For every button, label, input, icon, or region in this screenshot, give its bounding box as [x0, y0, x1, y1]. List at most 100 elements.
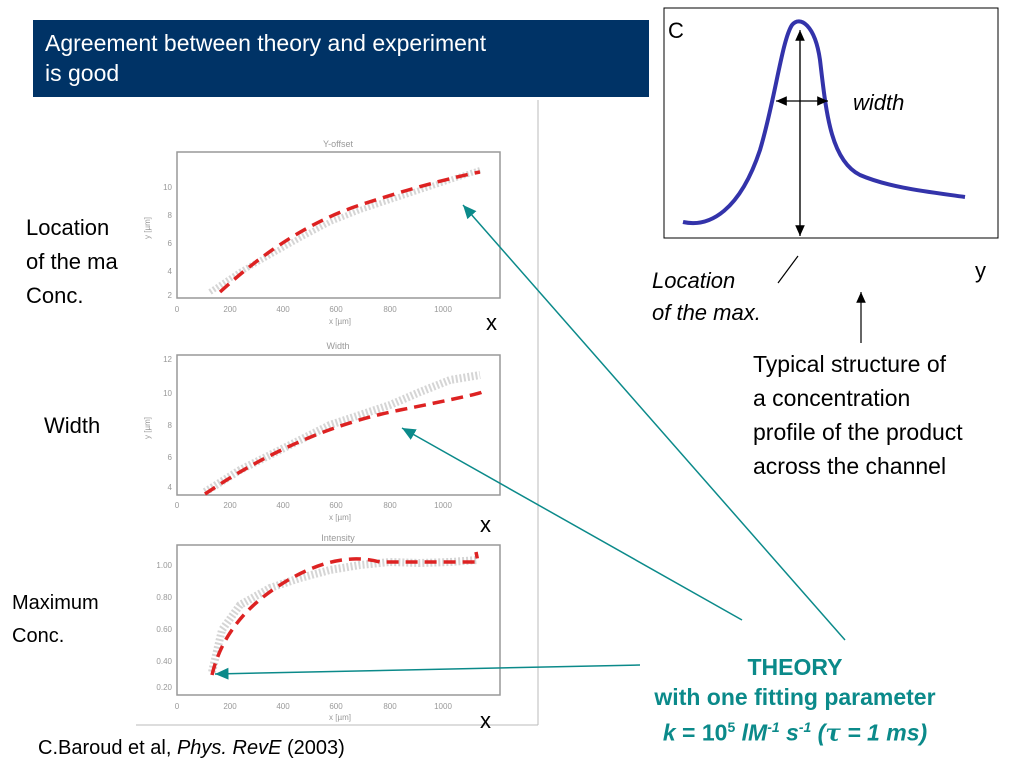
formula-unit-l: lM	[735, 719, 768, 746]
plot-location-xlabel: x [µm]	[329, 317, 351, 326]
plot-intensity-theory-curve	[210, 551, 481, 676]
tick: 8	[168, 211, 173, 220]
location-of-max-line1: Location	[652, 268, 736, 293]
profile-diagram: C width	[663, 7, 999, 239]
plot-width-theory-curve	[204, 390, 484, 496]
tick: 0.40	[156, 657, 172, 666]
x-axis-label-2: x	[480, 512, 491, 537]
plot-intensity-xlabel: x [µm]	[329, 713, 351, 722]
tick: 1000	[434, 305, 452, 314]
plot-width-yticks: 12 10 8 6 4	[163, 355, 172, 492]
tick: 4	[168, 483, 173, 492]
tick: 0.80	[156, 593, 172, 602]
tick: 1000	[434, 501, 452, 510]
formula-exp5: 5	[727, 719, 736, 735]
x-axis-label-3: x	[480, 708, 491, 733]
plot-width-xticks: 0 200 400 600 800 1000	[175, 501, 453, 510]
tick: 10	[163, 183, 172, 192]
citation-year: (2003)	[281, 737, 345, 759]
citation-authors: C.Baroud et al,	[38, 737, 177, 759]
tick: 6	[168, 453, 173, 462]
formula-unit-s: s	[779, 719, 799, 746]
location-pointer-line	[777, 255, 799, 284]
formula-eq: = 10	[675, 719, 728, 746]
tick: 600	[329, 305, 343, 314]
tick: 200	[223, 305, 237, 314]
typical-line1: Typical structure of	[753, 351, 947, 377]
tick: 800	[383, 702, 397, 711]
profile-c-axis-label: C	[668, 18, 684, 43]
location-label-line1: Location	[26, 215, 110, 240]
slide-title-line1: Agreement between theory and experiment	[45, 30, 487, 56]
tick: 0.60	[156, 625, 172, 634]
plot-intensity-xticks: 0 200 400 600 800 1000	[175, 702, 453, 711]
plot-intensity-data	[208, 556, 479, 673]
formula-exp-neg1a: -1	[767, 719, 780, 735]
tick: 4	[168, 267, 173, 276]
plot-width-ylabel: y [µm]	[143, 417, 152, 439]
citation-journal: Phys. RevE	[176, 737, 282, 759]
theory-subtitle: with one fitting parameter	[654, 684, 936, 710]
tick: 0	[175, 305, 180, 314]
plot-location-yticks: 10 8 6 4 2	[163, 183, 172, 300]
plot-width-frame	[176, 354, 501, 496]
plot-intensity: Intensity 0 200 400 600 800 1000 1.00 0.…	[156, 533, 501, 722]
tick: 2	[168, 291, 173, 300]
formula-paren: (	[811, 719, 826, 746]
tick: 200	[223, 702, 237, 711]
plot-intensity-yticks: 1.00 0.80 0.60 0.40 0.20	[156, 561, 172, 692]
tick: 600	[329, 702, 343, 711]
plot-location-title: Y-offset	[323, 139, 354, 149]
arrow-to-intensity	[214, 664, 641, 680]
tick: 400	[276, 501, 290, 510]
arrow-to-width	[401, 427, 743, 621]
plot-location-xticks: 0 200 400 600 800 1000	[175, 305, 453, 314]
plot-width-xlabel: x [µm]	[329, 513, 351, 522]
plot-location-theory-curve	[218, 170, 481, 294]
profile-curve	[682, 19, 966, 225]
location-of-max-line2: of the max.	[652, 300, 761, 325]
typical-line4: across the channel	[753, 453, 947, 479]
tick: 12	[163, 355, 172, 364]
plot-width-data	[202, 371, 481, 496]
tick: 0	[175, 702, 180, 711]
tick: 400	[276, 702, 290, 711]
plot-location-data	[208, 167, 481, 295]
tick: 0.20	[156, 683, 172, 692]
location-label-line2: of the ma	[26, 249, 118, 274]
tick: 600	[329, 501, 343, 510]
maximum-conc-line2: Conc.	[12, 625, 65, 647]
location-of-max-label: Location of the max.	[652, 265, 761, 329]
tick: 1000	[434, 702, 452, 711]
x-axis-label-1: x	[486, 310, 497, 335]
location-label-line3: Conc.	[26, 283, 84, 308]
profile-y-axis-label: y	[975, 258, 986, 283]
tick: 800	[383, 305, 397, 314]
formula-tail: = 1 ms)	[840, 719, 928, 746]
maximum-conc-line1: Maximum	[12, 592, 99, 614]
plot-location: Y-offset 0 200 400 600 800 1000 10 8 6 4…	[143, 139, 501, 326]
plot-location-ylabel: y [µm]	[143, 217, 152, 239]
typical-line2: a concentration	[753, 385, 911, 411]
plot-width-title: Width	[326, 341, 349, 351]
tick: 200	[223, 501, 237, 510]
tick: 1.00	[156, 561, 172, 570]
typical-structure-text: Typical structure of a concentration pro…	[753, 347, 963, 483]
label-mask	[132, 215, 172, 310]
plot-intensity-frame	[176, 544, 501, 696]
tick: 6	[168, 239, 173, 248]
slide-title-line2: is good	[45, 60, 120, 86]
tick: 800	[383, 501, 397, 510]
width-label: Width	[44, 413, 101, 438]
formula-k: k	[662, 719, 676, 746]
plot-intensity-title: Intensity	[321, 533, 355, 543]
formula-tau: τ	[825, 719, 841, 747]
theory-block: THEORY with one fitting parameter k = 10…	[600, 652, 990, 749]
arrow-to-location	[462, 204, 846, 641]
formula-exp-neg1b: -1	[798, 719, 812, 735]
location-label: Location of the ma Conc.	[26, 211, 118, 313]
theory-formula: k = 105 lM-1 s-1 (τ = 1 ms)	[600, 712, 990, 749]
maximum-conc-label: Maximum Conc.	[12, 587, 99, 653]
theory-title: THEORY	[747, 654, 843, 680]
